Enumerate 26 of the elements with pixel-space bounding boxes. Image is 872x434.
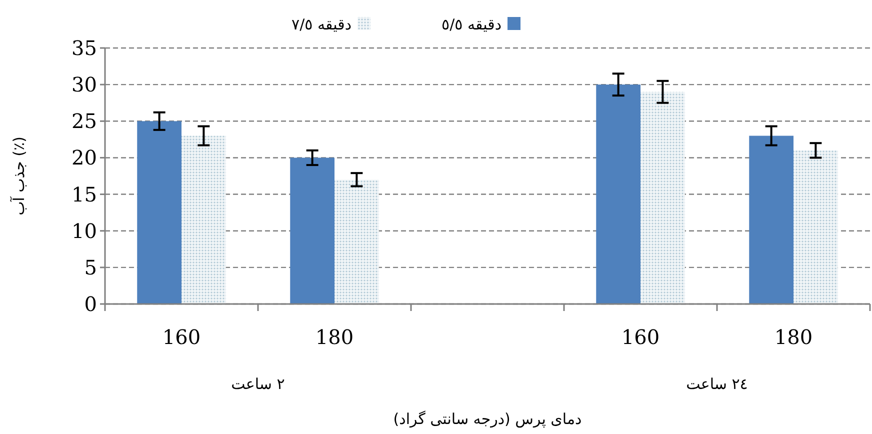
legend-label: دقيقه ٥/٥ (442, 15, 502, 34)
bar (749, 136, 794, 304)
bar (182, 136, 226, 304)
legend-label: دقيقه ٧/٥ (292, 15, 352, 34)
bar (334, 180, 379, 304)
y-tick-label: 30 (72, 72, 97, 97)
y-tick-label: 15 (72, 182, 97, 206)
x-tick-label: 180 (774, 325, 813, 349)
x-axis-title: دمای پرس (درجه سانتی گراد) (393, 410, 582, 428)
bar (596, 84, 640, 304)
y-tick-label: 10 (72, 218, 97, 243)
y-axis-title: جذب آب (٪) (9, 136, 28, 216)
bar (640, 92, 685, 304)
text: ٢ ساعت (231, 375, 285, 393)
y-tick-label: 20 (72, 146, 97, 170)
y-tick-label: 25 (72, 109, 97, 134)
x-tick-label: 160 (162, 325, 201, 349)
y-tick-label: 35 (72, 36, 97, 60)
x-tick-label: 160 (621, 325, 660, 349)
x-tick-label: 180 (315, 325, 354, 349)
y-tick-label: 0 (84, 292, 97, 316)
bar (290, 158, 334, 304)
bar (794, 150, 838, 304)
bar (137, 121, 182, 304)
text: ٢٤ ساعت (686, 375, 748, 393)
y-tick-label: 5 (84, 255, 97, 280)
